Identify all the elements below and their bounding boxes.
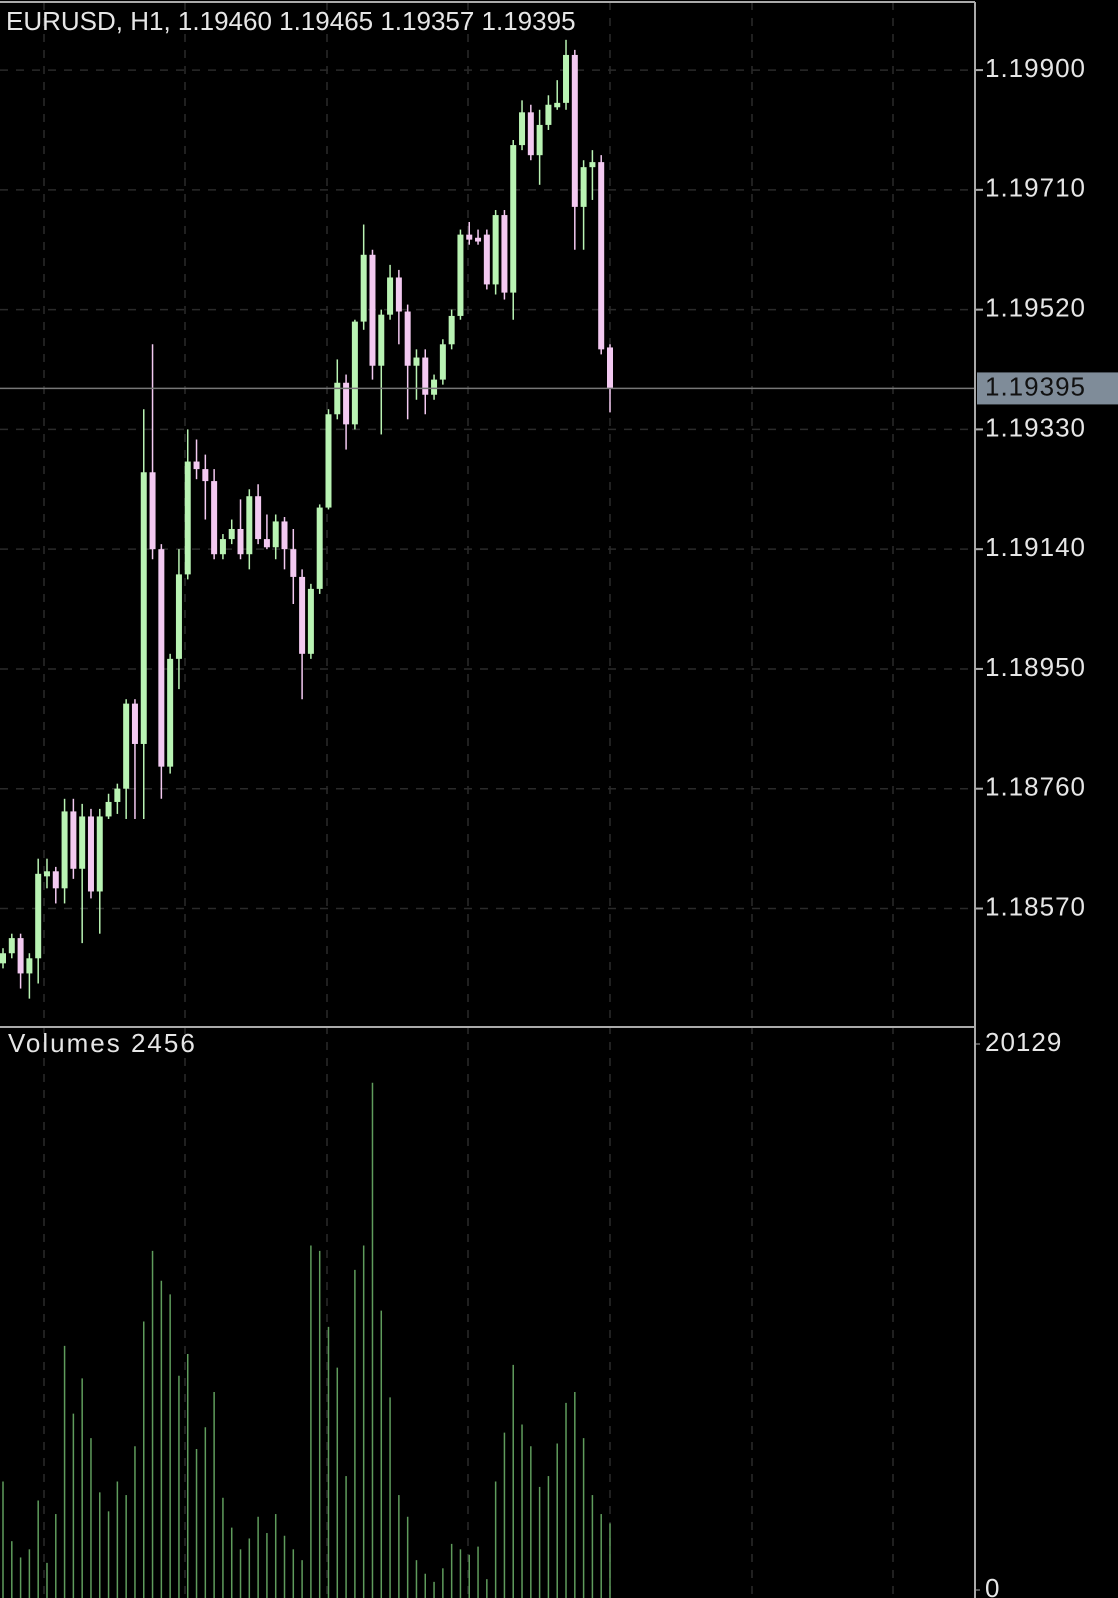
- candle-body: [607, 347, 613, 389]
- candle-body: [228, 528, 235, 540]
- candle-body: [272, 521, 279, 548]
- candle-body: [466, 234, 473, 240]
- candle-body: [237, 528, 244, 555]
- y-tick-label: 1.18760: [985, 772, 1086, 802]
- candle-body: [8, 938, 15, 954]
- candle-body: [246, 496, 253, 555]
- y-tick-label: 0: [985, 1573, 1000, 1598]
- candle-body: [61, 811, 68, 889]
- last-price-box: [977, 372, 1118, 405]
- candle-body: [448, 315, 455, 345]
- candle-body: [255, 496, 262, 540]
- candle-body: [457, 234, 464, 316]
- candle-body: [554, 102, 561, 108]
- candle-body: [193, 461, 200, 470]
- y-tick-label: 1.19140: [985, 532, 1086, 562]
- candle-body: [184, 461, 191, 575]
- y-tick-label: 1.18950: [985, 652, 1086, 682]
- last-price-label: 1.19395: [985, 371, 1086, 401]
- candle-body: [316, 507, 323, 589]
- candle-body: [87, 816, 94, 892]
- candle-body: [492, 215, 499, 285]
- candle-body: [105, 801, 112, 817]
- candle-body: [395, 277, 402, 312]
- candle-body: [26, 958, 33, 974]
- y-tick-label: 20129: [985, 1027, 1062, 1057]
- candle-body: [580, 167, 587, 207]
- candle-body: [167, 658, 174, 767]
- candle-body: [290, 549, 297, 577]
- chart-title: EURUSD, H1, 1.19460 1.19465 1.19357 1.19…: [6, 6, 576, 36]
- candle-body: [299, 576, 306, 654]
- candle-body: [589, 162, 596, 168]
- candle-body: [431, 379, 438, 395]
- candle-body: [131, 703, 138, 744]
- candle-body: [114, 788, 121, 802]
- candle-body: [360, 254, 367, 322]
- candle-body: [422, 357, 429, 395]
- candle-body: [70, 811, 77, 869]
- candle-body: [369, 254, 376, 366]
- candle-body: [519, 112, 526, 146]
- candle-body: [175, 574, 182, 659]
- candle-body: [158, 549, 165, 767]
- candle-body: [123, 703, 130, 789]
- vertical-grid: [43, 2, 894, 1598]
- candle-body: [140, 472, 147, 744]
- y-tick-label: 1.18570: [985, 891, 1086, 921]
- candle-body: [536, 124, 543, 156]
- y-tick-label: 1.19520: [985, 293, 1086, 323]
- candle-body: [404, 311, 411, 366]
- candle-body: [202, 469, 209, 482]
- candle-body: [343, 382, 350, 425]
- plot-layer: [0, 39, 975, 1598]
- candle-body: [571, 54, 578, 207]
- candle-body: [439, 344, 446, 380]
- candle-body: [334, 382, 341, 415]
- candle-body: [281, 521, 288, 550]
- candle-body: [52, 871, 59, 889]
- volume-title: Volumes 2456: [8, 1028, 197, 1058]
- candle-body: [219, 539, 226, 555]
- candle-body: [351, 321, 358, 425]
- candle-body: [79, 816, 86, 869]
- y-tick-label: 1.19900: [985, 53, 1086, 83]
- candle-body: [307, 588, 314, 654]
- candle-body: [96, 816, 103, 892]
- candle-body: [211, 481, 218, 555]
- candle-body: [149, 472, 156, 550]
- candle-body: [325, 414, 332, 508]
- candle-body: [413, 357, 420, 366]
- candle-body: [0, 953, 6, 964]
- y-tick-label: 1.19710: [985, 173, 1086, 203]
- candle-body: [545, 104, 552, 125]
- candle-body: [501, 215, 508, 293]
- candle-body: [263, 539, 270, 548]
- y-tick-label: 1.19330: [985, 412, 1086, 442]
- candle-body: [17, 938, 24, 974]
- candle-body: [35, 873, 42, 959]
- candle-body: [598, 162, 605, 350]
- candle-body: [475, 237, 482, 242]
- candle-body: [43, 871, 50, 877]
- candle-body: [527, 112, 534, 156]
- candle-body: [378, 314, 385, 366]
- candle-body: [563, 54, 570, 103]
- candle-body: [483, 234, 490, 285]
- candle-body: [510, 145, 517, 293]
- candle-body: [387, 277, 394, 315]
